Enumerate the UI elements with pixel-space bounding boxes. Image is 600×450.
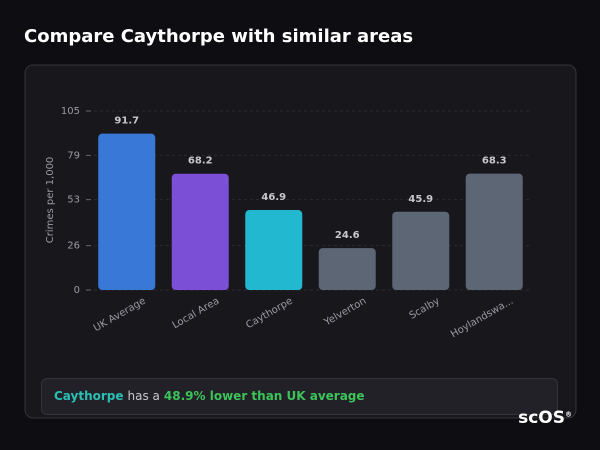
logo-mark: ® <box>565 410 572 419</box>
y-tick-label: 0 <box>74 285 80 296</box>
value-label: 68.3 <box>482 156 507 167</box>
y-tick-label: 105 <box>61 106 80 117</box>
chart-title: Compare Caythorpe with similar areas <box>24 26 413 47</box>
summary-text: has a <box>127 389 160 403</box>
logo-text: scOS <box>518 408 565 428</box>
value-label: 68.2 <box>188 156 213 167</box>
summary: Caythorpe has a 48.9% lower than UK averag… <box>41 378 558 415</box>
y-axis-label: Crimes per 1,000 <box>45 157 56 244</box>
bar <box>318 248 376 290</box>
bar <box>465 173 523 290</box>
bar <box>392 211 450 290</box>
summary-highlight: 48.9% lower than UK average <box>163 389 365 403</box>
y-tick-label: 79 <box>67 150 80 161</box>
y-tick-label: 26 <box>67 241 80 252</box>
y-tick-label: 53 <box>67 195 80 206</box>
bar <box>98 133 156 290</box>
value-label: 24.6 <box>335 230 360 241</box>
value-label: 91.7 <box>114 116 139 127</box>
value-label: 45.9 <box>408 194 433 205</box>
bar <box>171 173 229 290</box>
bar <box>245 210 303 290</box>
value-label: 46.9 <box>261 192 286 203</box>
summary-area: Caythorpe <box>54 389 124 403</box>
logo: scOS® <box>518 408 572 428</box>
